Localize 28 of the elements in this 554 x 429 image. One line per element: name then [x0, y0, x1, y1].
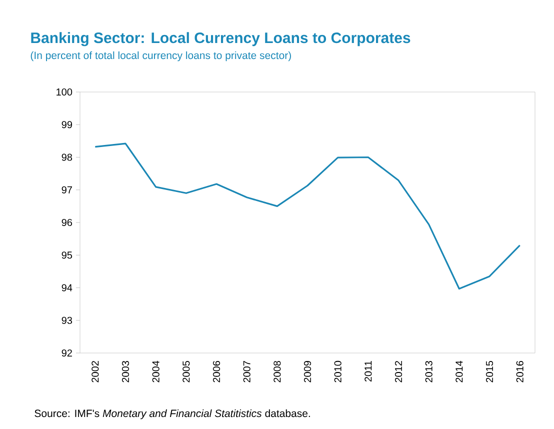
y-tick-label: 96	[62, 218, 72, 226]
chart-subtitle: (In percent of total local currency loans to private sector)	[30, 51, 291, 62]
y-tick-label: 92	[62, 349, 72, 357]
x-tick-label: 2015	[486, 360, 494, 382]
y-tick-label: 98	[62, 154, 72, 161]
x-tick-label: 2010	[334, 360, 342, 382]
line-series	[94, 142, 521, 290]
x-tick-label: 2002	[92, 361, 99, 382]
x-tick-label: 2009	[304, 361, 312, 382]
x-tick-label: 2012	[394, 361, 402, 382]
x-tick-label: 2014	[456, 360, 463, 382]
y-tick-label: 95	[62, 252, 72, 259]
source-note: Source: IMF's Monetary and Financial Statitistics database.	[34, 409, 310, 420]
x-tick-label: 2005	[182, 360, 190, 382]
y-tick-label: 99	[62, 121, 72, 128]
x-tick-label: 2008	[274, 360, 281, 382]
x-tick-label: 2013	[425, 360, 432, 382]
y-tick-label: 94	[62, 284, 72, 292]
y-tick-label: 93	[62, 316, 72, 324]
chart-title: Banking Sector: Local Currency Loans to Corporates	[31, 32, 410, 46]
x-tick-label: 2006	[212, 360, 220, 382]
x-tick-label: 2003	[122, 360, 130, 382]
x-tick-label: 2007	[243, 361, 250, 382]
x-tick-label: 2004	[152, 360, 160, 382]
x-tick-label: 2011	[364, 361, 372, 382]
y-tick-label: 97	[62, 186, 72, 194]
x-tick-label: 2016	[516, 360, 524, 382]
y-tick-label: 100	[56, 88, 72, 96]
